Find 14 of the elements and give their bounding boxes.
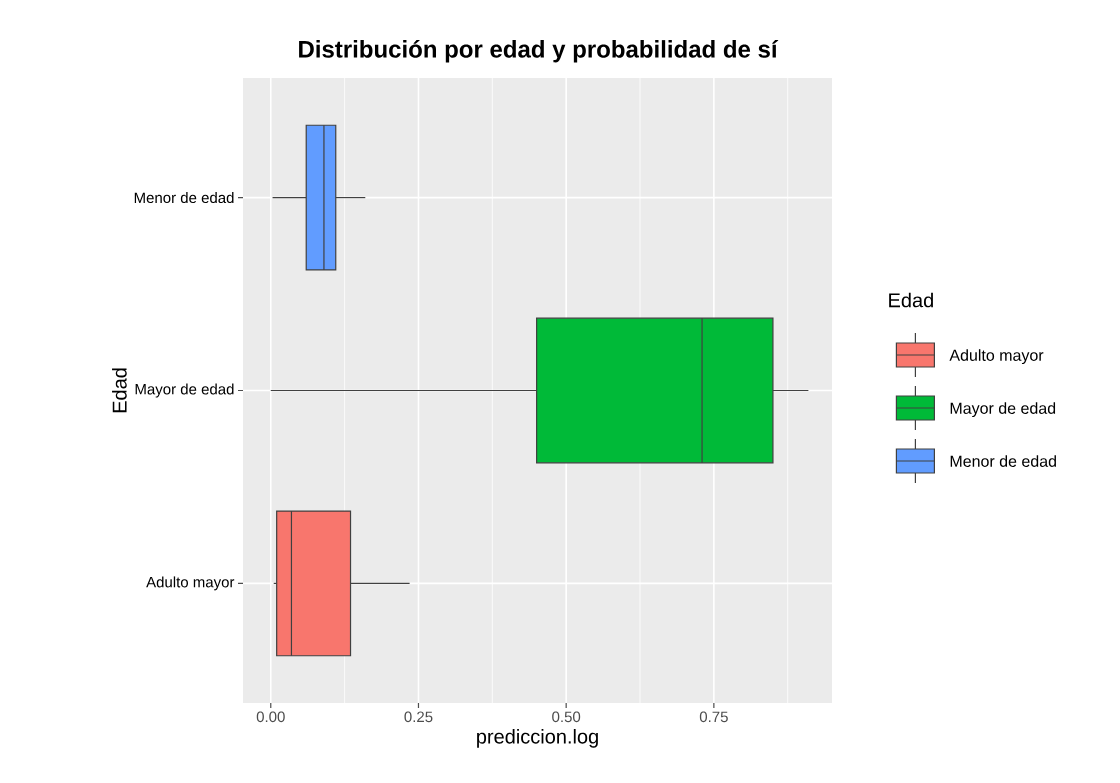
y-tick-label: Mayor de edad (135, 383, 234, 398)
x-tick-label: 0.50 (552, 711, 581, 723)
y-tick-label: Menor de edad (134, 192, 234, 204)
legend-label: Adulto mayor (949, 349, 1044, 365)
x-axis-title: prediccion.log (477, 728, 598, 748)
y-axis-title: Edad (112, 368, 127, 413)
legend-label: Menor de edad (950, 455, 1056, 467)
x-tick-label: 0.25 (404, 711, 433, 723)
x-tick-label: 0.00 (256, 711, 285, 723)
chart-title: Distribución por edad y probabilidad de sí (299, 39, 779, 63)
legend-title: Edad (889, 292, 933, 308)
x-tick-label: 0.75 (699, 711, 728, 723)
y-tick-label: Adulto mayor (146, 576, 235, 591)
legend-label: Mayor de edad (950, 402, 1056, 418)
